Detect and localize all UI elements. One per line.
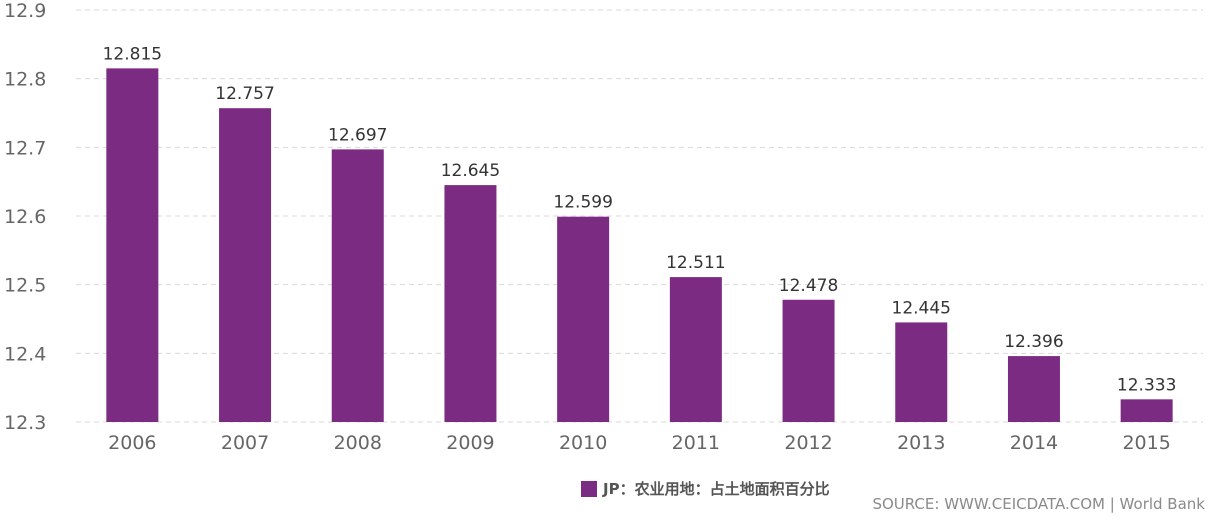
x-tick-label-2008: 2008 bbox=[334, 432, 382, 454]
bar-2012 bbox=[782, 299, 835, 422]
y-tick-label: 12.4 bbox=[4, 343, 46, 365]
bar-2008 bbox=[331, 149, 384, 423]
bar-2009 bbox=[444, 185, 497, 422]
bar-2014 bbox=[1007, 356, 1060, 422]
x-tick-label-2015: 2015 bbox=[1122, 432, 1170, 454]
data-label-2014: 12.396 bbox=[1004, 332, 1063, 352]
legend: JP：农业用地：占土地面积百分比 bbox=[581, 478, 830, 499]
x-tick-label-2006: 2006 bbox=[108, 432, 156, 454]
legend-label: JP：农业用地：占土地面积百分比 bbox=[603, 480, 830, 498]
data-label-2012: 12.478 bbox=[779, 276, 838, 296]
x-tick-label-2012: 2012 bbox=[784, 432, 832, 454]
x-tick-label-2007: 2007 bbox=[221, 432, 269, 454]
x-tick-label-2011: 2011 bbox=[672, 432, 720, 454]
data-label-2006: 12.815 bbox=[103, 44, 162, 64]
y-tick-label: 12.5 bbox=[4, 275, 46, 297]
y-tick-label: 12.9 bbox=[4, 0, 46, 22]
y-tick-label: 12.8 bbox=[4, 69, 46, 91]
x-tick-label-2010: 2010 bbox=[559, 432, 607, 454]
x-tick-label-2009: 2009 bbox=[446, 432, 494, 454]
x-tick-label-2013: 2013 bbox=[897, 432, 945, 454]
y-tick-label: 12.7 bbox=[4, 137, 46, 159]
bar-2013 bbox=[895, 322, 948, 422]
y-tick-label: 12.3 bbox=[4, 412, 46, 434]
bar-2007 bbox=[219, 108, 272, 423]
data-label-2011: 12.511 bbox=[666, 253, 725, 273]
x-tick-label-2014: 2014 bbox=[1010, 432, 1058, 454]
bar-2015 bbox=[1120, 399, 1173, 422]
data-label-2010: 12.599 bbox=[553, 193, 612, 213]
bar-2010 bbox=[557, 216, 610, 422]
data-label-2015: 12.333 bbox=[1117, 375, 1176, 395]
legend-swatch bbox=[581, 480, 597, 497]
y-tick-label: 12.6 bbox=[4, 206, 46, 228]
data-label-2013: 12.445 bbox=[892, 298, 951, 318]
source-note: SOURCE: WWW.CEICDATA.COM | World Bank bbox=[872, 495, 1205, 513]
data-label-2007: 12.757 bbox=[215, 84, 274, 104]
bar-2011 bbox=[669, 277, 722, 422]
data-label-2009: 12.645 bbox=[441, 161, 500, 181]
data-label-2008: 12.697 bbox=[328, 125, 387, 145]
bar-2006 bbox=[106, 68, 159, 422]
